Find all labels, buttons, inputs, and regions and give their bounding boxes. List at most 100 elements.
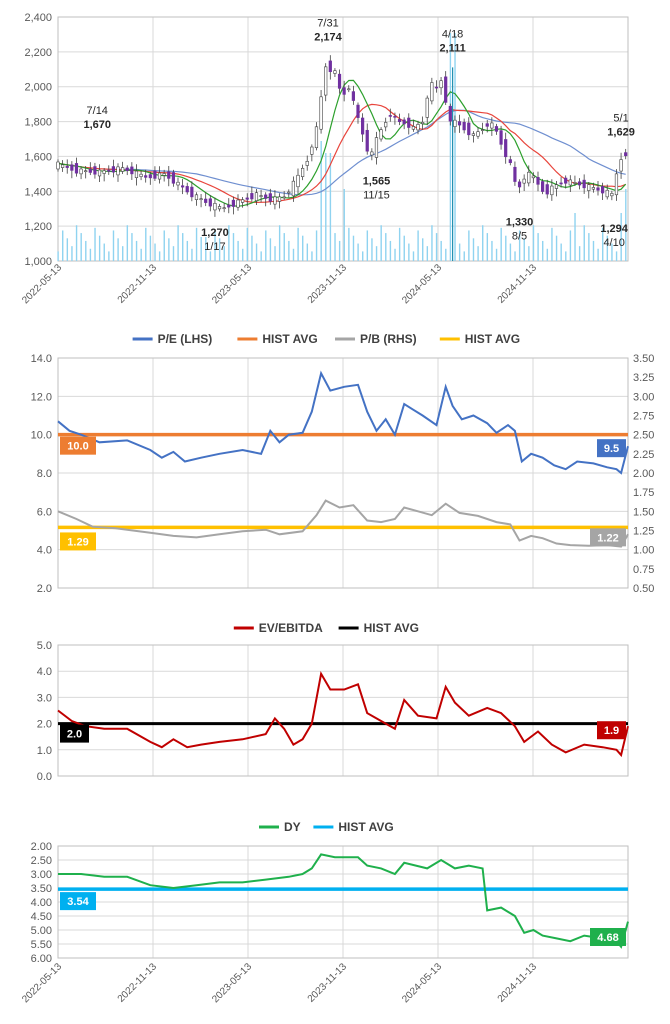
volume-bar xyxy=(592,240,595,261)
volume-bar xyxy=(57,251,59,261)
candle-body xyxy=(559,182,563,185)
candle-body xyxy=(425,97,429,118)
candle-body xyxy=(65,165,69,168)
volume-bar xyxy=(186,240,189,261)
dy-last-label: 4.68 xyxy=(597,932,618,944)
volume-bar xyxy=(555,235,558,261)
volume-bar xyxy=(578,246,581,261)
volume-bar xyxy=(80,233,82,261)
volume-bar xyxy=(214,230,216,261)
dy-frame xyxy=(57,845,629,959)
dy-avg-label-box xyxy=(60,892,96,911)
y-tick-label: 0.0 xyxy=(37,771,52,783)
volume-bar xyxy=(454,33,456,261)
candle-body xyxy=(356,104,360,118)
volume-bar xyxy=(338,240,341,261)
y-tick-label-left: 6.0 xyxy=(37,506,52,518)
volume-bar xyxy=(426,246,429,261)
candle-body xyxy=(457,121,462,126)
y-tick-label: 2.00 xyxy=(31,841,52,853)
pe-avg-label: 10.0 xyxy=(67,441,88,453)
ma-long-line xyxy=(104,109,626,196)
volume-bar xyxy=(366,230,369,261)
ma-mid-line xyxy=(57,103,626,204)
price-frame xyxy=(57,16,629,262)
volume-bar xyxy=(89,248,92,261)
y-tick-label-right: 2.25 xyxy=(633,449,654,461)
candle-body xyxy=(74,163,79,174)
legend-label: P/E (LHS) xyxy=(158,332,213,346)
y-tick-label: 4.00 xyxy=(31,897,52,909)
volume-bar xyxy=(463,251,465,261)
volume-bar xyxy=(542,240,544,261)
candle-body xyxy=(185,186,189,193)
y-tick-label-left: 4.0 xyxy=(37,545,52,557)
candle-body xyxy=(619,159,623,172)
volume-bar xyxy=(163,230,165,261)
candle-body xyxy=(347,88,351,91)
candle-body xyxy=(541,181,545,192)
candle-body xyxy=(504,139,508,158)
y-tick-label-right: 2.75 xyxy=(633,411,654,423)
volume-bar xyxy=(108,251,110,261)
y-tick-label-left: 12.0 xyxy=(31,391,52,403)
candle-body xyxy=(157,172,162,180)
y-tick-label: 4.50 xyxy=(31,911,52,923)
volume-bar xyxy=(71,246,73,261)
y-tick-label-left: 2.0 xyxy=(37,583,52,595)
volume-bar xyxy=(458,243,461,261)
y-tick-label: 6.00 xyxy=(31,953,52,965)
legend-label: P/B (RHS) xyxy=(360,332,417,346)
candle-body xyxy=(79,168,83,175)
volume-bar xyxy=(218,238,221,261)
volume-bar xyxy=(94,227,96,261)
candle-body xyxy=(176,181,180,186)
candle-body xyxy=(430,82,434,102)
candle-body xyxy=(508,159,512,164)
candle-body xyxy=(171,172,175,184)
candle-body xyxy=(259,195,263,197)
candle-body xyxy=(324,66,328,96)
candle-body xyxy=(301,167,305,177)
candle-body xyxy=(121,167,125,172)
pb-series-line xyxy=(57,499,629,548)
candle-body xyxy=(61,164,65,168)
candle-body xyxy=(568,179,572,186)
candle-body xyxy=(264,194,268,199)
volume-bar xyxy=(375,246,378,261)
volume-bar xyxy=(195,227,198,261)
y-tick-label: 1,800 xyxy=(24,117,52,129)
candle-body xyxy=(517,181,522,188)
candle-body xyxy=(453,119,457,127)
volume-bar xyxy=(140,248,142,261)
ev-avg-label: 2.0 xyxy=(67,729,82,741)
volume-bar xyxy=(482,225,484,261)
ev-avg-label-box xyxy=(60,724,89,743)
candle-body xyxy=(319,96,323,130)
volume-bar xyxy=(398,227,401,261)
candle-body xyxy=(624,152,628,157)
candle-body xyxy=(554,184,559,189)
volume-bar xyxy=(302,235,304,261)
volume-bar xyxy=(560,243,562,261)
candle-body xyxy=(148,174,152,179)
volume-bar xyxy=(551,227,553,261)
ev-last-label-box xyxy=(597,721,626,740)
volume-bar xyxy=(625,189,627,261)
y-tick-label-right: 3.25 xyxy=(633,372,654,384)
ev-series-line xyxy=(57,670,629,758)
volume-bar xyxy=(223,246,225,261)
candle-body xyxy=(591,187,595,190)
volume-bar xyxy=(357,243,359,261)
volume-bar xyxy=(154,243,156,261)
pb-avg-label: 1.29 xyxy=(67,536,88,548)
legend-label: DY xyxy=(284,820,301,834)
candle-body xyxy=(88,168,92,173)
volume-bar xyxy=(486,233,489,261)
y-tick-label-right: 3.00 xyxy=(633,391,654,403)
volume-bar xyxy=(315,230,318,261)
volume-bar xyxy=(417,230,419,261)
volume-bar xyxy=(131,233,133,261)
y-tick-label: 3.0 xyxy=(37,692,52,704)
candle-body xyxy=(310,146,314,155)
